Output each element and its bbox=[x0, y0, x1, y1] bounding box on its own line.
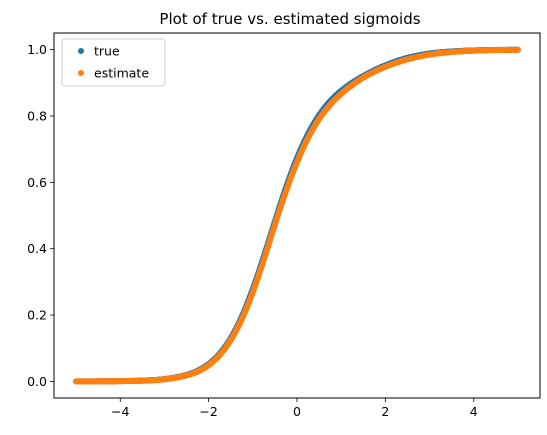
y-tick-label: 0.4 bbox=[27, 241, 47, 256]
legend-frame bbox=[61, 38, 166, 87]
x-tick-label: 2 bbox=[381, 404, 389, 419]
x-tick-label: −4 bbox=[111, 404, 129, 419]
series-estimate bbox=[73, 46, 521, 385]
y-tick-label: 0.6 bbox=[27, 175, 47, 190]
legend-label-true: true bbox=[94, 44, 120, 59]
y-tick-label: 1.0 bbox=[27, 42, 47, 57]
series-layer bbox=[73, 46, 521, 385]
series-true bbox=[73, 46, 521, 385]
legend-label-estimate: estimate bbox=[94, 66, 149, 81]
y-tick-label: 0.8 bbox=[27, 108, 47, 123]
y-tick-label: 0.2 bbox=[27, 308, 47, 323]
x-tick-label: −2 bbox=[199, 404, 217, 419]
x-axis: −4 −2 0 2 4 bbox=[111, 398, 478, 419]
plot-frame bbox=[53, 32, 541, 399]
point-estimate bbox=[514, 46, 521, 53]
plot-area bbox=[73, 46, 521, 385]
legend: true estimate bbox=[61, 38, 166, 87]
x-tick-label: 4 bbox=[470, 404, 478, 419]
legend-marker-estimate bbox=[78, 70, 84, 76]
chart-title: Plot of true vs. estimated sigmoids bbox=[159, 10, 420, 28]
y-tick-label: 0.0 bbox=[27, 374, 47, 389]
x-tick-label: 0 bbox=[293, 404, 301, 419]
y-axis: 0.0 0.2 0.4 0.6 0.8 1.0 bbox=[27, 42, 54, 389]
legend-marker-true bbox=[78, 48, 84, 54]
